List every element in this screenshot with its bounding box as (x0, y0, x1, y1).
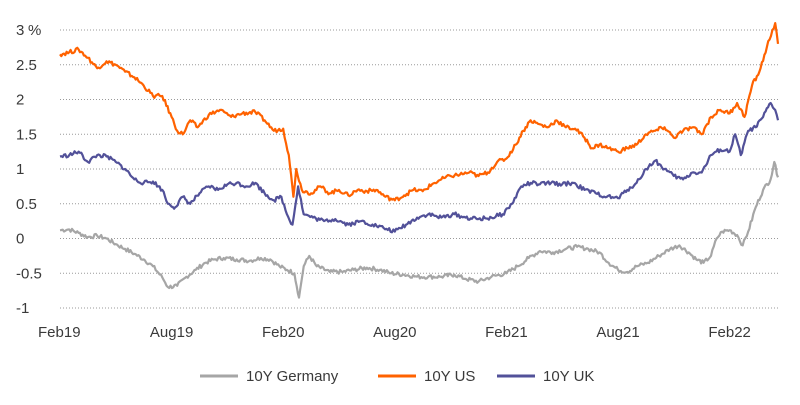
x-axis: Feb19 Aug19 Feb20 Aug20 Feb21 Aug21 Feb22 (38, 324, 751, 341)
series-line-10y-germany (59, 160, 780, 299)
legend-label: 10Y Germany (246, 368, 339, 385)
x-tick-label: Feb21 (485, 324, 528, 341)
y-tick-label: -1 (16, 300, 29, 317)
legend-label: 10Y UK (543, 368, 594, 385)
x-tick-label: Feb19 (38, 324, 81, 341)
x-tick-label: Feb20 (262, 324, 305, 341)
y-tick-label: 0 (16, 231, 24, 248)
gridlines (60, 29, 778, 309)
x-tick-label: Aug21 (596, 324, 639, 341)
y-tick-label: 3 (16, 22, 24, 39)
y-tick-label: 1.5 (16, 126, 37, 143)
y-tick-label: 2 (16, 92, 24, 109)
y-axis: 3 2.5 2 1.5 1 0.5 0 -0.5 -1 (16, 22, 42, 317)
y-tick-label: 1 (16, 161, 24, 178)
legend: 10Y Germany 10Y US 10Y UK (200, 368, 594, 385)
series-line-10y-uk (59, 101, 780, 234)
legend-label: 10Y US (424, 368, 475, 385)
y-tick-label: 0.5 (16, 196, 37, 213)
y-unit-label: % (28, 22, 41, 39)
series-lines (59, 22, 780, 299)
x-tick-label: Aug20 (373, 324, 416, 341)
y-tick-label: 2.5 (16, 57, 37, 74)
x-tick-label: Aug19 (150, 324, 193, 341)
series-line-10y-us (59, 22, 780, 202)
x-tick-label: Feb22 (708, 324, 751, 341)
y-tick-label: -0.5 (16, 265, 42, 282)
